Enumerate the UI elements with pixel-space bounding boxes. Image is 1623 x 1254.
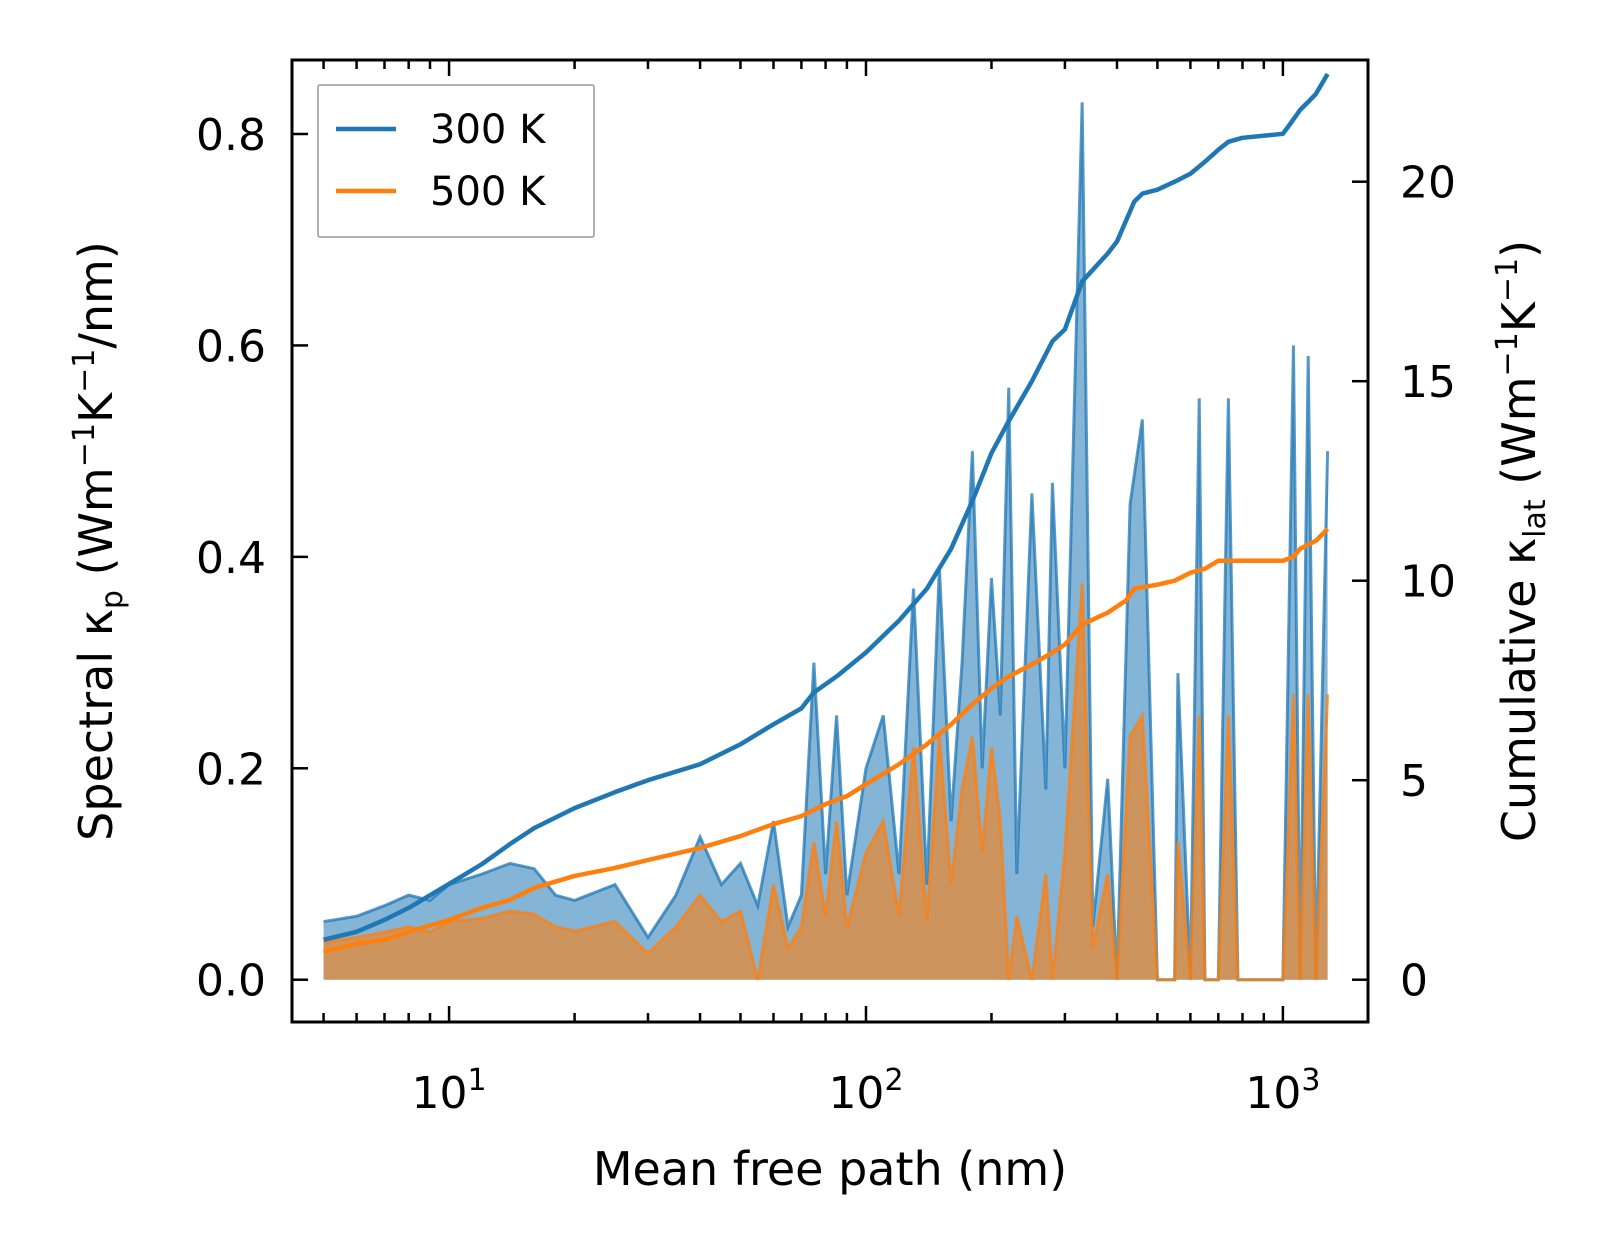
- legend-box: [317, 84, 595, 238]
- x-tick-label: 101: [412, 1063, 487, 1119]
- x-tick-label: 103: [1245, 1063, 1320, 1119]
- legend-label: 500 K: [430, 169, 547, 215]
- y-tick-label: 0.4: [196, 533, 266, 584]
- spectral-line-500k: [323, 583, 1330, 982]
- y-tick-label: 0.6: [196, 321, 266, 372]
- spectral-fills: [323, 102, 1330, 982]
- y-tick-label: 0.8: [196, 110, 266, 161]
- x-tick-label: 102: [828, 1063, 903, 1119]
- y2-tick-label: 15: [1400, 357, 1456, 408]
- y2-tick-label: 20: [1400, 158, 1456, 209]
- cumulative-line-300k: [323, 72, 1330, 942]
- x-axis-label: Mean free path (nm): [593, 1142, 1067, 1196]
- plot-frame: [290, 58, 1370, 1024]
- series-lines: [323, 72, 1330, 954]
- y-tick-label: 0.0: [196, 956, 266, 1007]
- y2-tick-label: 10: [1400, 557, 1456, 608]
- y2-axis-label: Cumulative κlat (Wm−1K−1): [1490, 240, 1553, 842]
- y2-tick-label: 5: [1400, 756, 1428, 807]
- axes: 101 102 103 0.0 0.2 0.4 0.6 0.8 0 5 10 15 20 Mean fre…: [67, 58, 1553, 1196]
- legend: 300 K 500 K: [317, 84, 595, 238]
- legend-label: 300 K: [430, 107, 547, 153]
- cumulative-line-500k: [323, 527, 1330, 954]
- y-axis-label: Spectral κp (Wm−1K−1/nm): [67, 241, 130, 841]
- y2-tick-label: 0: [1400, 956, 1428, 1007]
- spectral-line-300k: [323, 102, 1330, 982]
- y-tick-label: 0.2: [196, 744, 266, 795]
